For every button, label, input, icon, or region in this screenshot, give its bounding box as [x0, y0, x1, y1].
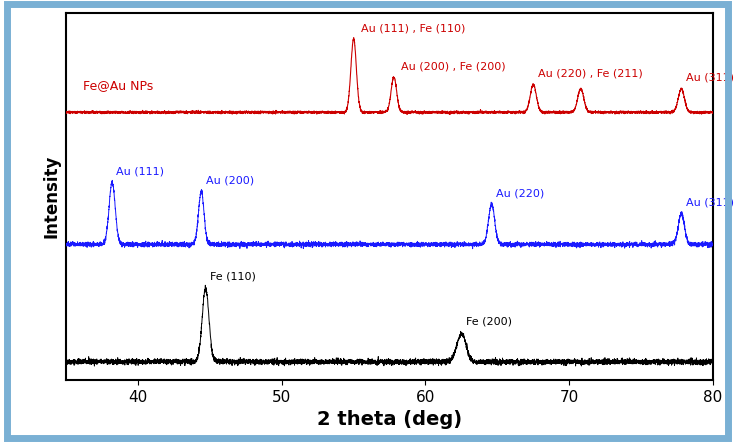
Y-axis label: Intensity: Intensity — [43, 155, 60, 238]
Text: Au (220) , Fe (211): Au (220) , Fe (211) — [537, 69, 642, 79]
Text: Au (311): Au (311) — [686, 198, 734, 208]
Text: Au (200): Au (200) — [206, 175, 254, 186]
Text: Fe (110): Fe (110) — [210, 271, 256, 281]
Text: Fe@Au NPs: Fe@Au NPs — [83, 79, 154, 92]
Text: Au (200) , Fe (200): Au (200) , Fe (200) — [401, 61, 506, 71]
Text: Au (220): Au (220) — [496, 188, 544, 198]
Text: Au (111) , Fe (110): Au (111) , Fe (110) — [361, 23, 465, 33]
Text: Au (111): Au (111) — [116, 166, 165, 176]
X-axis label: 2 theta (deg): 2 theta (deg) — [317, 411, 462, 429]
Text: Au (311): Au (311) — [686, 73, 734, 83]
Text: Fe (200): Fe (200) — [466, 316, 512, 327]
